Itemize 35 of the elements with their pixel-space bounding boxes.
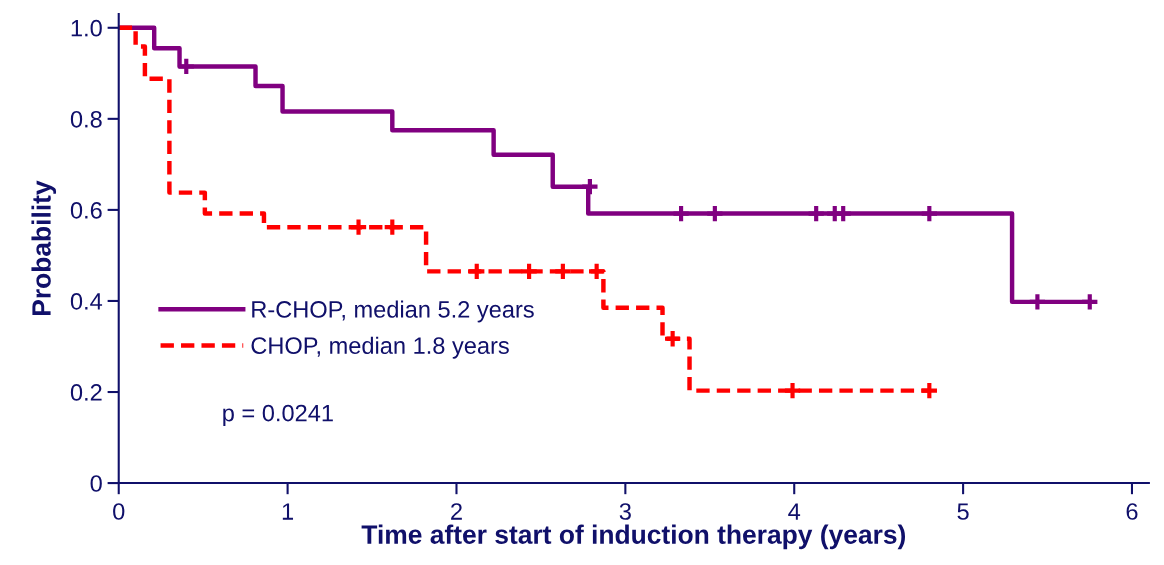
point (176, 56, 197, 77)
y-tick-label: 0.6 (70, 201, 102, 219)
point (705, 203, 725, 224)
x-tick-label: 3 (619, 503, 631, 520)
point (580, 176, 600, 197)
y-tick-label: 0.4 (70, 293, 103, 310)
point (553, 261, 573, 282)
y-tick-label: 0.8 (70, 110, 102, 128)
y-tick-label: 0 (90, 475, 102, 492)
x-tick-label: 6 (1126, 503, 1138, 520)
point (348, 217, 369, 237)
x-axis-title: Time after start of induction therapy (years) (361, 524, 906, 550)
annotation: p = 0.0241 (223, 404, 333, 427)
point (806, 203, 826, 224)
point (919, 203, 940, 224)
point (519, 261, 539, 282)
y-tick-label: 1.0 (71, 19, 102, 37)
legend-label: CHOP, median 1.8 years (251, 336, 509, 359)
point (467, 261, 487, 282)
point (1027, 292, 1048, 312)
x-tick-label: 4 (788, 503, 801, 520)
point (1080, 292, 1100, 312)
point (586, 261, 607, 282)
point (382, 217, 403, 237)
point (782, 380, 803, 401)
x-tick-label: 5 (957, 503, 969, 520)
x-tick-label: 0 (113, 503, 125, 520)
x-tick-label: 1 (282, 503, 294, 520)
y-axis-title: Probability (31, 180, 57, 316)
legend-label: R-CHOP, median 5.2 years (252, 300, 534, 323)
point (671, 203, 691, 224)
point (919, 380, 940, 401)
y-tick-label: 0.2 (70, 384, 102, 401)
x-tick-label: 2 (451, 503, 462, 520)
point (662, 329, 683, 349)
